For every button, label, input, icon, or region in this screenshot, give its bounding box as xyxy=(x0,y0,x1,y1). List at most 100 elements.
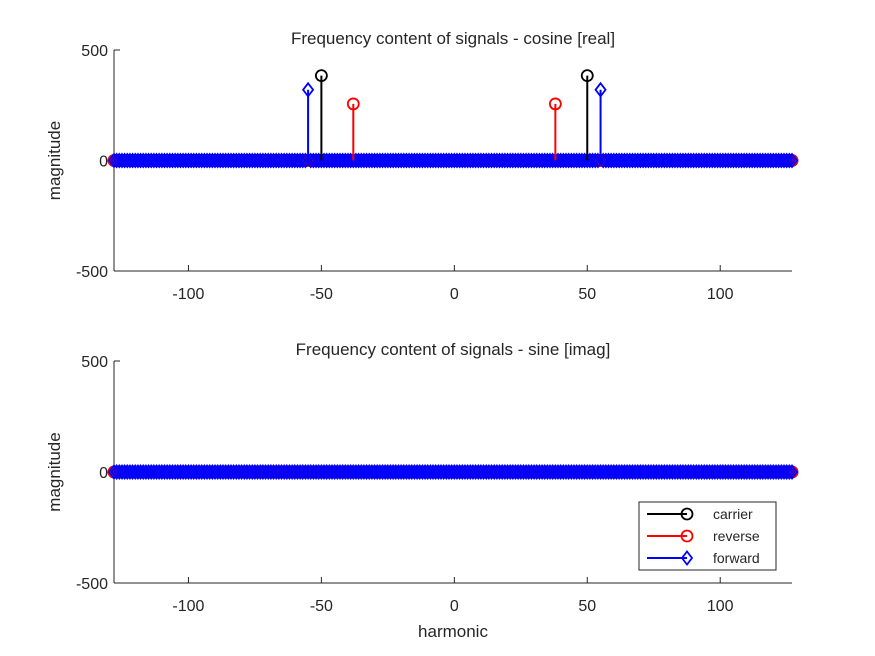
chart-1-forward-marker xyxy=(519,152,533,169)
chart-1-forward-marker xyxy=(211,152,224,169)
chart-1-forward-marker xyxy=(652,152,666,169)
chart-2-forward-marker xyxy=(549,464,562,480)
chart-1-forward-marker xyxy=(206,152,219,169)
chart-1-forward-marker xyxy=(644,152,658,169)
chart-2-forward-marker xyxy=(565,464,578,480)
chart-2-forward-marker xyxy=(158,464,171,480)
chart-2-forward-marker xyxy=(166,464,179,480)
chart-2-forward-marker xyxy=(413,464,426,480)
chart-2-forward-marker xyxy=(113,464,126,480)
chart-2-forward-marker xyxy=(187,464,200,480)
chart-1-forward-marker xyxy=(621,152,634,169)
chart-1-forward-marker xyxy=(155,152,168,169)
chart-1-forward-marker xyxy=(714,152,727,169)
chart-2-forward-marker xyxy=(684,464,698,480)
chart-2-forward-marker xyxy=(301,464,315,480)
chart-2-forward-marker xyxy=(769,464,783,480)
chart-2-forward-marker xyxy=(402,464,416,480)
chart-2-forward-marker xyxy=(586,464,599,480)
chart-1-forward-marker xyxy=(195,152,208,169)
chart-1-forward-marker xyxy=(482,152,496,169)
chart-2-forward-marker xyxy=(676,464,690,480)
chart-2-forward-marker xyxy=(153,464,166,480)
chart-1-forward-marker xyxy=(341,152,355,169)
chart-2-forward-marker xyxy=(490,464,504,480)
chart-2-forward-marker xyxy=(286,464,299,480)
chart-2-forward-marker xyxy=(139,464,153,480)
chart-1-forward-marker xyxy=(131,152,145,169)
chart-1-forward-marker xyxy=(280,152,293,169)
chart-2-forward-marker xyxy=(692,464,706,480)
chart-1-forward-marker xyxy=(347,152,360,169)
chart-2-forward-marker xyxy=(668,464,682,480)
chart-1-forward-marker xyxy=(137,152,150,169)
chart-2-forward-marker xyxy=(706,464,719,480)
chart-1-forward-marker xyxy=(490,152,504,169)
chart-1-forward-marker xyxy=(259,152,272,169)
chart-2-forward-marker xyxy=(309,464,323,480)
chart-2-forward-marker xyxy=(169,464,182,480)
chart-2-forward-marker xyxy=(594,464,607,480)
chart-1-forward-marker xyxy=(647,152,660,169)
chart-2-forward-marker xyxy=(227,464,240,480)
chart-2-forward-marker xyxy=(416,464,429,480)
chart-1-forward-marker xyxy=(748,152,761,169)
chart-1-forward-marker xyxy=(224,152,238,169)
chart-2-forward-marker xyxy=(184,464,198,480)
chart-2-forward-marker xyxy=(171,464,184,480)
chart-2-forward-marker xyxy=(482,464,496,480)
chart-2-forward-marker xyxy=(464,464,477,480)
chart-2-forward-marker xyxy=(591,464,605,480)
chart-2-forward-marker xyxy=(129,464,142,480)
chart-1-forward-marker xyxy=(357,152,371,169)
chart-2-forward-marker xyxy=(613,464,626,480)
chart-1-forward-marker xyxy=(541,152,554,169)
chart-2-forward-marker xyxy=(323,464,336,480)
chart-1-forward-marker xyxy=(682,152,695,169)
chart-2-forward-marker xyxy=(743,464,756,480)
chart-2-forward-marker xyxy=(371,464,384,480)
chart-2-forward-marker xyxy=(639,464,652,480)
chart-1-forward-marker xyxy=(331,152,344,169)
chart-2-forward-marker xyxy=(405,464,418,480)
legend-reverse-label: reverse xyxy=(713,528,760,544)
chart-1-forward-marker xyxy=(623,152,636,169)
chart-2-y-axis-label: magnitude xyxy=(45,432,64,511)
chart-1-y-tick-label: -500 xyxy=(76,264,108,281)
legend-forward-marker xyxy=(680,550,694,566)
chart-2-forward-marker xyxy=(738,464,751,480)
chart-1-forward-marker xyxy=(512,152,525,169)
chart-2-forward-marker xyxy=(674,464,687,480)
chart-1-forward-marker xyxy=(777,152,791,169)
chart-1-forward-marker xyxy=(738,152,751,169)
chart-2-forward-marker xyxy=(363,464,376,480)
chart-2-forward-marker xyxy=(442,464,456,480)
chart-1-forward-marker xyxy=(363,152,376,169)
chart-1-forward-marker xyxy=(190,152,203,169)
chart-1-forward-marker xyxy=(772,152,785,169)
chart-1-x-tick-label: 100 xyxy=(707,286,734,303)
chart-1-forward-marker xyxy=(724,152,737,169)
chart-1-forward-marker xyxy=(783,152,796,169)
chart-2-forward-marker xyxy=(634,464,647,480)
chart-2-forward-marker xyxy=(368,464,381,480)
chart-2-forward-marker xyxy=(477,464,490,480)
chart-2-forward-marker xyxy=(381,464,394,480)
chart-2-forward-marker xyxy=(450,464,464,480)
chart-2-forward-marker xyxy=(137,464,150,480)
chart-2-forward-marker xyxy=(546,464,559,480)
chart-1-forward-marker xyxy=(248,152,262,169)
chart-1-forward-marker xyxy=(628,152,642,169)
chart-2-forward-marker xyxy=(208,464,222,480)
chart-1-forward-marker xyxy=(581,152,594,169)
chart-2-forward-marker xyxy=(626,464,639,480)
chart-1-forward-marker xyxy=(703,152,716,169)
chart-2-forward-marker xyxy=(538,464,551,480)
chart-2-forward-marker xyxy=(211,464,224,480)
chart-1-forward-marker xyxy=(535,152,549,169)
chart-2-forward-marker xyxy=(267,464,280,480)
chart-2-forward-marker xyxy=(480,464,493,480)
chart-1-forward-marker xyxy=(634,152,647,169)
